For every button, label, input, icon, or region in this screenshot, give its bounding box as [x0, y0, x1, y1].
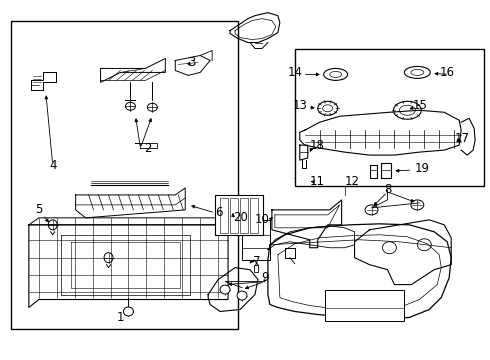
Polygon shape	[355, 220, 451, 285]
Text: 14: 14	[288, 66, 303, 79]
Text: 11: 11	[310, 175, 325, 189]
Text: 1: 1	[117, 311, 124, 324]
Polygon shape	[268, 224, 451, 319]
Polygon shape	[75, 188, 185, 218]
Ellipse shape	[323, 105, 333, 112]
Bar	[230, 198, 238, 233]
Ellipse shape	[411, 200, 424, 210]
Ellipse shape	[417, 239, 431, 251]
Ellipse shape	[147, 103, 157, 111]
Text: 12: 12	[344, 175, 360, 189]
Ellipse shape	[404, 67, 430, 78]
Ellipse shape	[318, 101, 338, 115]
Polygon shape	[29, 218, 228, 307]
Text: 20: 20	[233, 211, 248, 224]
Text: 15: 15	[413, 99, 427, 112]
Bar	[11, 21, 238, 329]
Ellipse shape	[301, 175, 309, 181]
Ellipse shape	[393, 101, 421, 119]
Text: 9: 9	[261, 271, 269, 284]
Bar	[295, 49, 484, 186]
Ellipse shape	[330, 71, 342, 77]
Ellipse shape	[48, 220, 57, 230]
Ellipse shape	[399, 105, 416, 115]
Ellipse shape	[365, 205, 378, 215]
Text: 13: 13	[293, 99, 308, 112]
Bar	[220, 198, 228, 233]
Text: 5: 5	[35, 203, 43, 216]
Text: 2: 2	[145, 141, 152, 155]
Text: 16: 16	[439, 66, 454, 79]
Polygon shape	[300, 110, 461, 155]
Ellipse shape	[220, 285, 230, 294]
Ellipse shape	[125, 102, 135, 110]
Text: 10: 10	[255, 213, 270, 226]
Text: 6: 6	[215, 206, 222, 219]
Bar	[242, 220, 270, 260]
Ellipse shape	[297, 172, 313, 184]
Text: 7: 7	[253, 255, 261, 268]
Ellipse shape	[324, 68, 347, 80]
Bar	[240, 198, 248, 233]
Ellipse shape	[383, 242, 396, 254]
Bar	[215, 195, 263, 235]
Ellipse shape	[123, 307, 133, 316]
Text: 18: 18	[310, 139, 324, 152]
Text: 19: 19	[415, 162, 429, 175]
Text: 3: 3	[188, 56, 196, 69]
Bar	[325, 289, 404, 321]
Polygon shape	[208, 268, 258, 311]
Polygon shape	[100, 58, 165, 82]
Ellipse shape	[411, 69, 424, 75]
Ellipse shape	[237, 291, 247, 300]
Polygon shape	[230, 13, 280, 42]
Bar	[250, 198, 258, 233]
Text: 8: 8	[384, 184, 391, 197]
Polygon shape	[272, 200, 342, 248]
Ellipse shape	[104, 253, 113, 263]
Text: 17: 17	[454, 132, 469, 145]
Text: 4: 4	[49, 158, 56, 172]
